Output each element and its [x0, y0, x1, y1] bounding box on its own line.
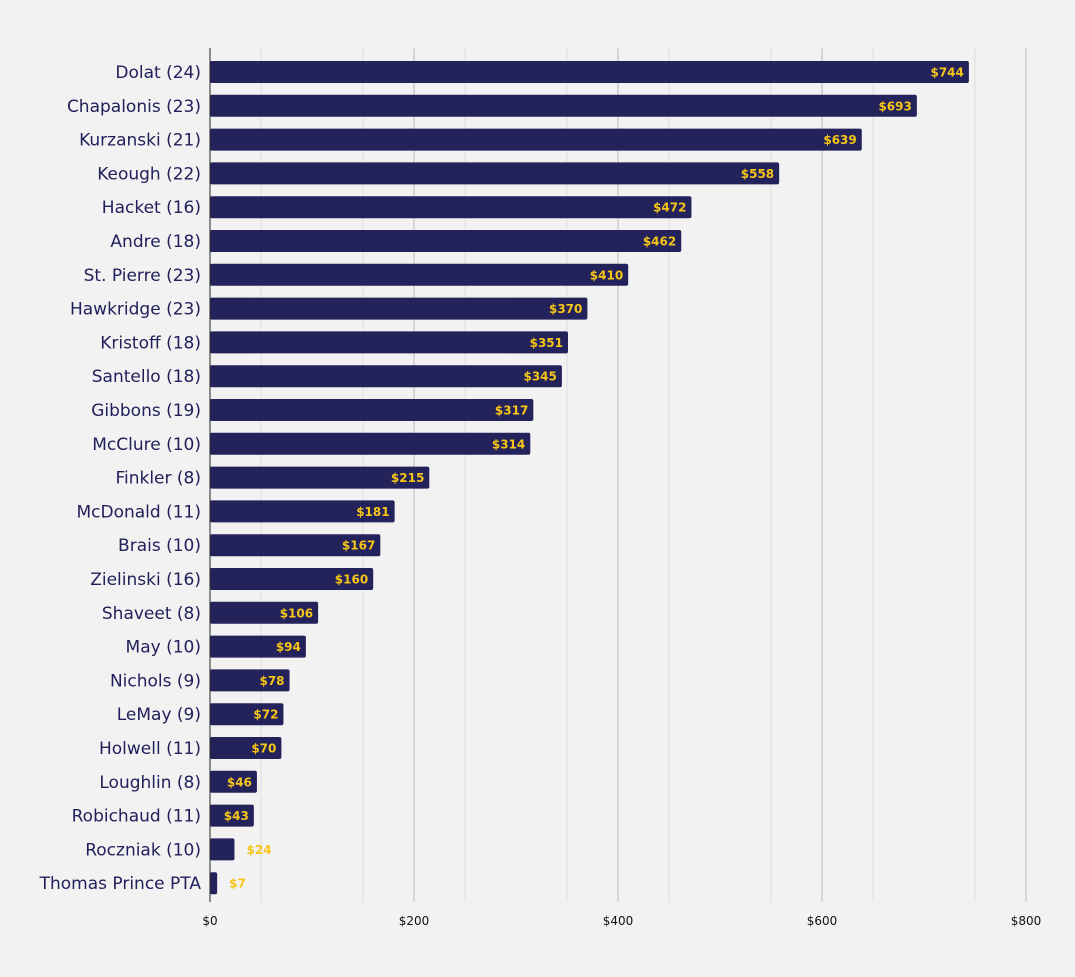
value-label: $462: [643, 235, 676, 249]
value-label: $94: [276, 640, 301, 654]
value-label: $351: [530, 336, 563, 350]
bar: [210, 331, 569, 354]
bar: [210, 635, 306, 658]
value-label: $317: [495, 404, 528, 418]
category-label: Nichols (9): [110, 671, 201, 691]
bar: [210, 94, 917, 117]
value-label: $78: [259, 674, 284, 688]
value-label: $72: [253, 708, 278, 722]
category-label: Holwell (11): [99, 739, 201, 759]
value-label: $167: [342, 539, 375, 553]
category-label: Roczniak (10): [85, 840, 201, 860]
x-tick-label: $400: [603, 914, 634, 928]
value-label: $744: [930, 66, 963, 80]
value-label: $639: [823, 133, 856, 147]
bar: [210, 669, 290, 692]
category-labels: Dolat (24) Chapalonis (23) Kurzanski (21) K…: [39, 63, 202, 894]
value-label: $472: [653, 201, 686, 215]
bar: [210, 804, 254, 827]
value-label: $558: [741, 167, 774, 181]
value-labels: $744 $693 $639 $558 $472 $462 $410 $370 $351 $345…: [224, 66, 964, 891]
category-label: Brais (10): [118, 536, 201, 556]
category-label: Dolat (24): [115, 63, 201, 83]
bar: [210, 263, 629, 286]
x-tick-label: $600: [807, 914, 838, 928]
value-label: $160: [335, 573, 368, 587]
value-label: $370: [549, 302, 582, 316]
value-label: $314: [492, 437, 525, 451]
category-label: Hacket (16): [102, 198, 201, 218]
bar: [210, 568, 374, 590]
bars: [210, 61, 969, 895]
bar: [210, 230, 682, 252]
category-label: Kurzanski (21): [79, 131, 201, 151]
category-label: Gibbons (19): [91, 401, 201, 421]
bar: [210, 196, 692, 219]
value-label: $345: [523, 370, 556, 384]
value-label: $43: [224, 809, 249, 823]
value-label: $181: [356, 505, 389, 519]
x-tick-label: $200: [399, 914, 430, 928]
bar: [210, 703, 284, 726]
category-label: Thomas Prince PTA: [39, 874, 202, 894]
value-label: $46: [227, 775, 252, 789]
bar: [210, 500, 395, 523]
value-label: $106: [280, 606, 313, 620]
bar: [210, 737, 282, 759]
category-label: St. Pierre (23): [84, 266, 201, 286]
bar: [210, 399, 534, 421]
bar: [210, 601, 319, 624]
bar: [210, 162, 780, 185]
x-tick-label: $0: [202, 914, 217, 928]
bar: [210, 365, 562, 388]
bar: [210, 432, 531, 455]
value-label: $215: [391, 471, 424, 485]
bar: [210, 838, 235, 861]
value-label: $70: [251, 742, 276, 756]
bar: [210, 297, 588, 320]
bar: [210, 466, 430, 489]
category-label: Loughlin (8): [99, 773, 201, 793]
category-label: Andre (18): [110, 232, 201, 252]
category-label: May (10): [126, 638, 201, 658]
category-label: Zielinski (16): [90, 570, 201, 590]
bar: [210, 872, 218, 895]
value-label: $7: [229, 877, 246, 891]
category-label: Shaveet (8): [102, 604, 201, 624]
value-label: $410: [590, 268, 623, 282]
category-label: Chapalonis (23): [67, 97, 201, 117]
bar: [210, 770, 257, 793]
category-label: Hawkridge (23): [70, 300, 201, 320]
bar: [210, 128, 862, 151]
bar: [210, 61, 969, 83]
category-label: McClure (10): [92, 435, 201, 455]
value-label: $24: [246, 843, 271, 857]
category-label: Finkler (8): [115, 469, 201, 489]
category-label: Kristoff (18): [100, 333, 201, 353]
category-label: McDonald (11): [76, 502, 201, 522]
category-label: Santello (18): [92, 367, 201, 387]
category-label: Keough (22): [97, 164, 201, 184]
x-tick-label: $800: [1011, 914, 1042, 928]
category-label: Robichaud (11): [72, 807, 201, 827]
x-axis-tick-labels: $0 $200 $400 $600 $800: [202, 914, 1041, 928]
value-label: $693: [878, 99, 911, 113]
category-label: LeMay (9): [117, 705, 201, 725]
bar: [210, 534, 381, 557]
